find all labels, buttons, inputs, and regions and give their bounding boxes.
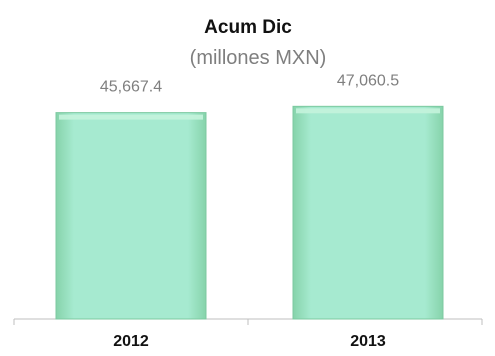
x-tick-label-2012: 2012	[113, 333, 149, 350]
data-label-2013: 47,060.5	[337, 72, 399, 89]
plot-area: 45,667.4 2012 47,060.5 2013	[13, 72, 483, 350]
bar-highlight-2012	[59, 114, 203, 120]
chart-title: Acum Dic	[204, 17, 292, 38]
data-label-2012: 45,667.4	[100, 79, 162, 96]
bar-2013	[292, 105, 444, 320]
chart-subtitle: (millones MXN)	[190, 47, 327, 69]
x-tick-label-2013: 2013	[350, 333, 386, 350]
bar-2012	[55, 112, 207, 320]
bar-highlight-2013	[296, 108, 440, 114]
